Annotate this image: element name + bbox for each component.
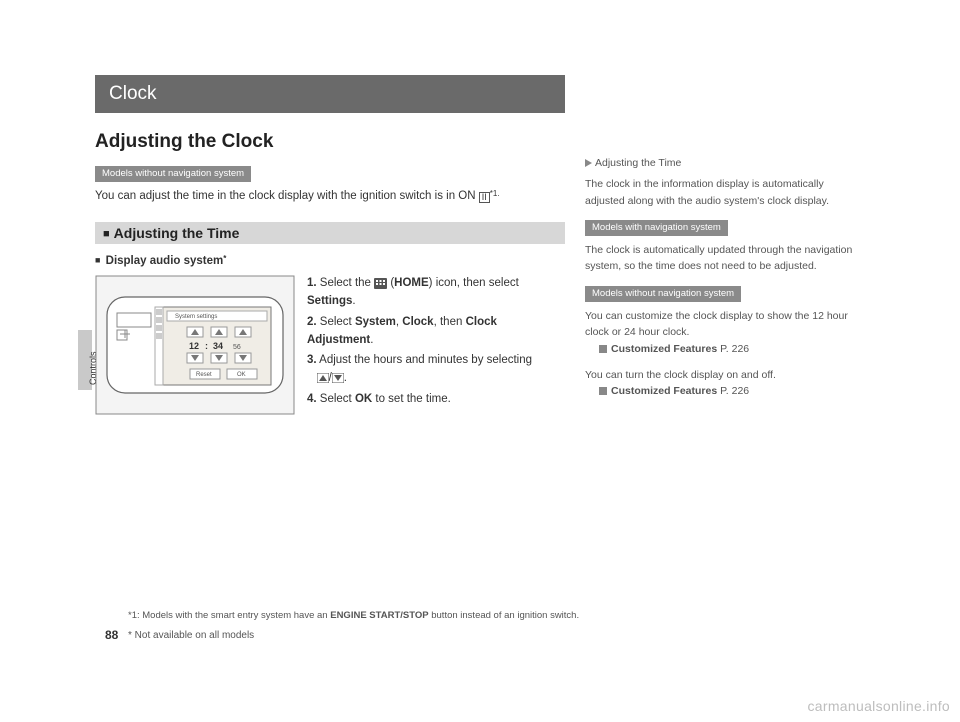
square-bullet-small-icon: ■ — [95, 255, 100, 265]
sidebar-p3: You can customize the clock display to s… — [585, 308, 865, 357]
step-4: 4. Select OK to set the time. — [307, 391, 565, 409]
section-title: Adjusting the Clock — [95, 131, 865, 153]
sidebar-p2: The clock is automatically updated throu… — [585, 242, 865, 275]
footnote-1: *1: Models with the smart entry system h… — [128, 610, 828, 621]
sidebar-p4: You can turn the clock display on and of… — [585, 367, 865, 400]
svg-text:56: 56 — [233, 344, 241, 351]
svg-text:34: 34 — [213, 341, 223, 351]
sidebar-title: Adjusting the Time — [585, 155, 865, 171]
sidebar-p1: The clock in the information display is … — [585, 176, 865, 209]
sidebar-column: Adjusting the Time The clock in the info… — [585, 155, 865, 409]
step-3: 3. Adjust the hours and minutes by selec… — [307, 352, 565, 388]
xref-customized-features-1: Customized Features P. 226 — [599, 343, 749, 355]
header-title: Clock — [109, 83, 157, 105]
watermark: carmanualsonline.info — [808, 698, 951, 714]
steps-list: 1. Select the (HOME) icon, then select S… — [307, 275, 565, 415]
step-1: 1. Select the (HOME) icon, then select S… — [307, 275, 565, 311]
footnote-2: * Not available on all models — [128, 630, 254, 641]
intro-text: You can adjust the time in the clock dis… — [95, 188, 565, 206]
svg-text:Reset: Reset — [196, 372, 212, 378]
badge-models-with-nav: Models with navigation system — [585, 220, 728, 236]
badge-models-without-nav-2: Models without navigation system — [585, 286, 741, 302]
intro-block: Models without navigation system You can… — [95, 163, 565, 206]
square-bullet-icon: ■ — [103, 228, 110, 240]
ignition-on-icon: II — [479, 192, 490, 203]
svg-text:12: 12 — [189, 341, 199, 351]
svg-text:OK: OK — [237, 372, 246, 378]
header-bar: Clock — [95, 75, 565, 113]
content-row: System settings 12 : 34 56 — [95, 275, 565, 415]
down-triangle-icon — [332, 373, 344, 383]
up-triangle-icon — [317, 373, 329, 383]
side-tab: Controls — [78, 330, 92, 390]
step-2: 2. Select System, Clock, then Clock Adju… — [307, 314, 565, 350]
screen-illustration: System settings 12 : 34 56 — [95, 275, 295, 415]
badge-models-without-nav: Models without navigation system — [95, 166, 251, 182]
svg-text:System settings: System settings — [175, 314, 217, 320]
sub-header-adjusting-time: ■Adjusting the Time — [95, 222, 565, 244]
page-number: 88 — [105, 628, 118, 642]
xref-customized-features-2: Customized Features P. 226 — [599, 385, 749, 397]
svg-text::: : — [205, 341, 208, 351]
home-grid-icon — [374, 278, 387, 289]
